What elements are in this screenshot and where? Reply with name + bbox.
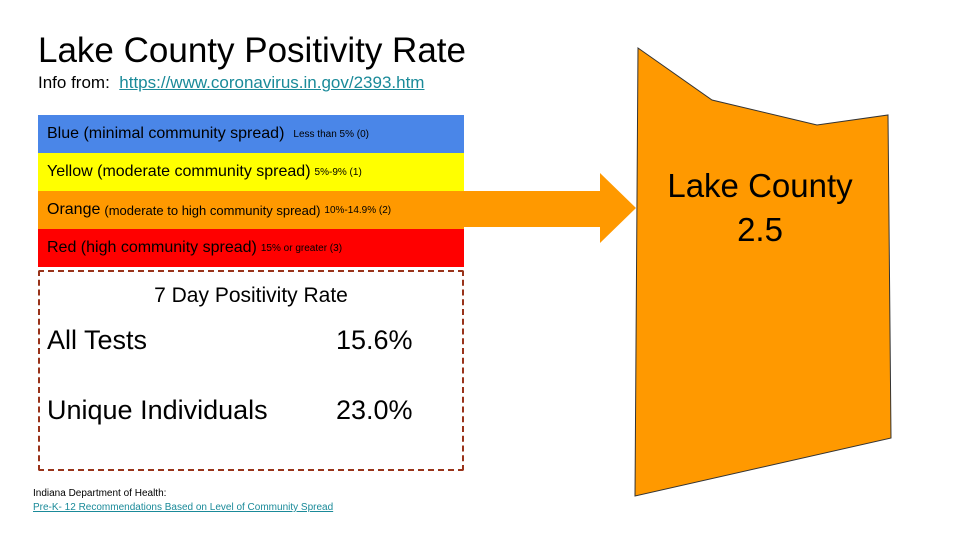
- legend-label: Blue (minimal community spread): [47, 125, 285, 142]
- footer: Indiana Department of Health: Pre-K- 12 …: [33, 487, 333, 515]
- county-value: 2.5: [737, 211, 783, 248]
- county-shape-icon: [634, 47, 892, 497]
- positivity-box: [38, 270, 464, 471]
- legend-range: 15% or greater (3): [260, 242, 343, 254]
- unique-individuals-label: Unique Individuals: [47, 395, 268, 425]
- legend-range: 5%-9% (1): [314, 166, 362, 178]
- legend-band-orange: Orange (moderate to high community sprea…: [38, 191, 464, 229]
- all-tests-label: All Tests: [47, 325, 148, 355]
- legend-label: Red (high community spread): [47, 239, 257, 256]
- positivity-title: 7 Day Positivity Rate: [154, 284, 348, 307]
- legend-label: Orange: [47, 201, 101, 218]
- footer-source: Indiana Department of Health:: [33, 488, 167, 499]
- source-link[interactable]: https://www.coronavirus.in.gov/2393.htm: [119, 73, 425, 92]
- legend-range: 10%-14.9% (2): [324, 204, 392, 216]
- page-title: Lake County Positivity Rate: [38, 31, 466, 70]
- county-name: Lake County: [667, 167, 853, 204]
- legend-label: Yellow (moderate community spread): [47, 163, 311, 180]
- arrow-icon: [464, 173, 636, 243]
- legend-band-red: Red (high community spread) 15% or great…: [38, 229, 464, 267]
- legend-band-blue: Blue (minimal community spread) Less tha…: [38, 115, 464, 153]
- legend-detail: (moderate to high community spread): [104, 202, 321, 218]
- legend-range: Less than 5% (0): [293, 128, 370, 140]
- all-tests-value: 15.6%: [336, 325, 413, 355]
- info-prefix: Info from:: [38, 73, 110, 92]
- info-line: Info from: https://www.coronavirus.in.go…: [38, 72, 424, 94]
- recommendations-link[interactable]: Pre-K- 12 Recommendations Based on Level…: [33, 502, 334, 513]
- legend-band-yellow: Yellow (moderate community spread) 5%-9%…: [38, 153, 464, 191]
- unique-individuals-value: 23.0%: [336, 395, 413, 425]
- county-label-group: Lake County 2.5: [640, 164, 880, 252]
